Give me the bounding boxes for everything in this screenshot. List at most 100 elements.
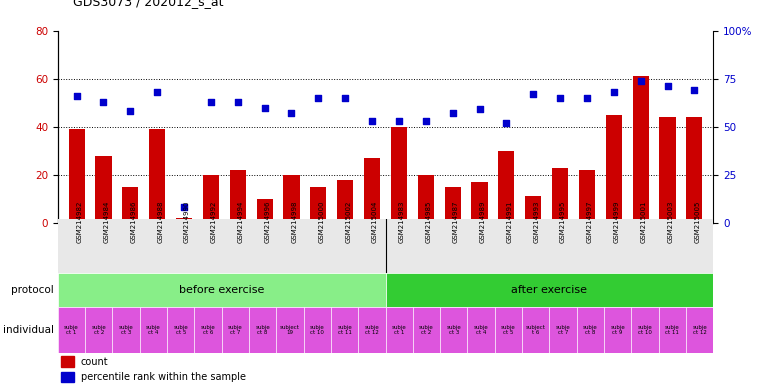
Bar: [58, 273, 386, 307]
Text: subje
ct 9: subje ct 9: [610, 325, 625, 336]
Text: subje
ct 3: subje ct 3: [446, 325, 461, 336]
Text: subje
ct 5: subje ct 5: [501, 325, 516, 336]
Text: subje
ct 5: subje ct 5: [173, 325, 188, 336]
Text: GSM214987: GSM214987: [453, 200, 459, 243]
Text: subje
ct 4: subje ct 4: [146, 325, 161, 336]
Point: [446, 110, 459, 116]
Bar: [498, 151, 514, 223]
Bar: [391, 127, 407, 223]
Bar: [310, 187, 326, 223]
Bar: [522, 307, 549, 353]
Bar: [525, 196, 541, 223]
Bar: [85, 307, 113, 353]
Bar: [167, 307, 194, 353]
Text: GSM214991: GSM214991: [507, 200, 513, 243]
Bar: [140, 307, 167, 353]
Text: GDS3073 / 202012_s_at: GDS3073 / 202012_s_at: [73, 0, 224, 8]
Text: subje
ct 10: subje ct 10: [310, 325, 325, 336]
Text: GSM214993: GSM214993: [534, 200, 539, 243]
Text: GSM215004: GSM215004: [372, 200, 378, 243]
Text: subje
ct 12: subje ct 12: [365, 325, 379, 336]
Text: GSM214999: GSM214999: [614, 200, 620, 243]
Text: before exercise: before exercise: [179, 285, 264, 295]
Point: [554, 95, 566, 101]
Point: [392, 118, 405, 124]
Bar: [552, 167, 568, 223]
Bar: [631, 307, 658, 353]
Bar: [276, 307, 304, 353]
Bar: [495, 307, 522, 353]
Bar: [176, 218, 192, 223]
Bar: [337, 180, 353, 223]
Text: subje
ct 2: subje ct 2: [419, 325, 434, 336]
Text: GSM214996: GSM214996: [264, 200, 271, 243]
Point: [366, 118, 379, 124]
Bar: [579, 170, 595, 223]
Point: [689, 87, 701, 93]
Text: GSM214998: GSM214998: [291, 200, 298, 243]
Text: GSM214994: GSM214994: [237, 200, 244, 243]
Text: subje
ct 11: subje ct 11: [337, 325, 352, 336]
Point: [339, 95, 352, 101]
Bar: [412, 307, 440, 353]
Bar: [686, 117, 702, 223]
Bar: [257, 199, 273, 223]
Bar: [445, 187, 461, 223]
Text: GSM214985: GSM214985: [426, 200, 432, 243]
Text: GSM215001: GSM215001: [641, 200, 647, 243]
Point: [473, 106, 486, 113]
Text: GSM215000: GSM215000: [318, 200, 325, 243]
Bar: [194, 307, 222, 353]
Text: individual: individual: [3, 325, 54, 335]
Bar: [69, 129, 85, 223]
Text: subje
ct 11: subje ct 11: [665, 325, 679, 336]
Text: GSM214988: GSM214988: [157, 200, 163, 243]
Text: protocol: protocol: [12, 285, 54, 295]
Bar: [418, 175, 434, 223]
Text: subje
ct 2: subje ct 2: [92, 325, 106, 336]
Bar: [386, 307, 412, 353]
Text: GSM214995: GSM214995: [560, 200, 566, 243]
Text: GSM214984: GSM214984: [103, 200, 109, 243]
Text: percentile rank within the sample: percentile rank within the sample: [81, 372, 246, 382]
Text: subje
ct 6: subje ct 6: [200, 325, 215, 336]
Bar: [96, 156, 112, 223]
Point: [97, 99, 109, 105]
Text: GSM214986: GSM214986: [130, 200, 136, 243]
Text: subje
ct 10: subje ct 10: [638, 325, 652, 336]
Bar: [440, 307, 467, 353]
Text: GSM215003: GSM215003: [668, 200, 674, 243]
Point: [635, 78, 647, 84]
Bar: [249, 307, 276, 353]
Text: subje
ct 3: subje ct 3: [119, 325, 133, 336]
Point: [151, 89, 163, 95]
Text: GSM215002: GSM215002: [345, 200, 352, 243]
Point: [581, 95, 593, 101]
Text: subject
t 6: subject t 6: [526, 325, 546, 336]
Bar: [658, 307, 686, 353]
Point: [231, 99, 244, 105]
Text: subje
ct 4: subje ct 4: [473, 325, 489, 336]
Text: subject
19: subject 19: [280, 325, 300, 336]
Text: subje
ct 1: subje ct 1: [64, 325, 79, 336]
Bar: [284, 175, 300, 223]
Text: GSM214992: GSM214992: [211, 200, 217, 243]
Bar: [58, 307, 85, 353]
Text: subje
ct 12: subje ct 12: [692, 325, 707, 336]
Text: subje
ct 7: subje ct 7: [228, 325, 243, 336]
Point: [527, 91, 540, 97]
Text: subje
ct 7: subje ct 7: [556, 325, 571, 336]
Point: [205, 99, 217, 105]
Bar: [604, 307, 631, 353]
Point: [258, 104, 271, 111]
Bar: [331, 307, 359, 353]
Text: subje
ct 8: subje ct 8: [583, 325, 598, 336]
Point: [178, 204, 190, 210]
Bar: [606, 115, 622, 223]
Point: [419, 118, 432, 124]
Bar: [359, 307, 386, 353]
Bar: [149, 129, 165, 223]
Point: [285, 110, 298, 116]
Point: [70, 93, 82, 99]
Bar: [61, 372, 74, 382]
